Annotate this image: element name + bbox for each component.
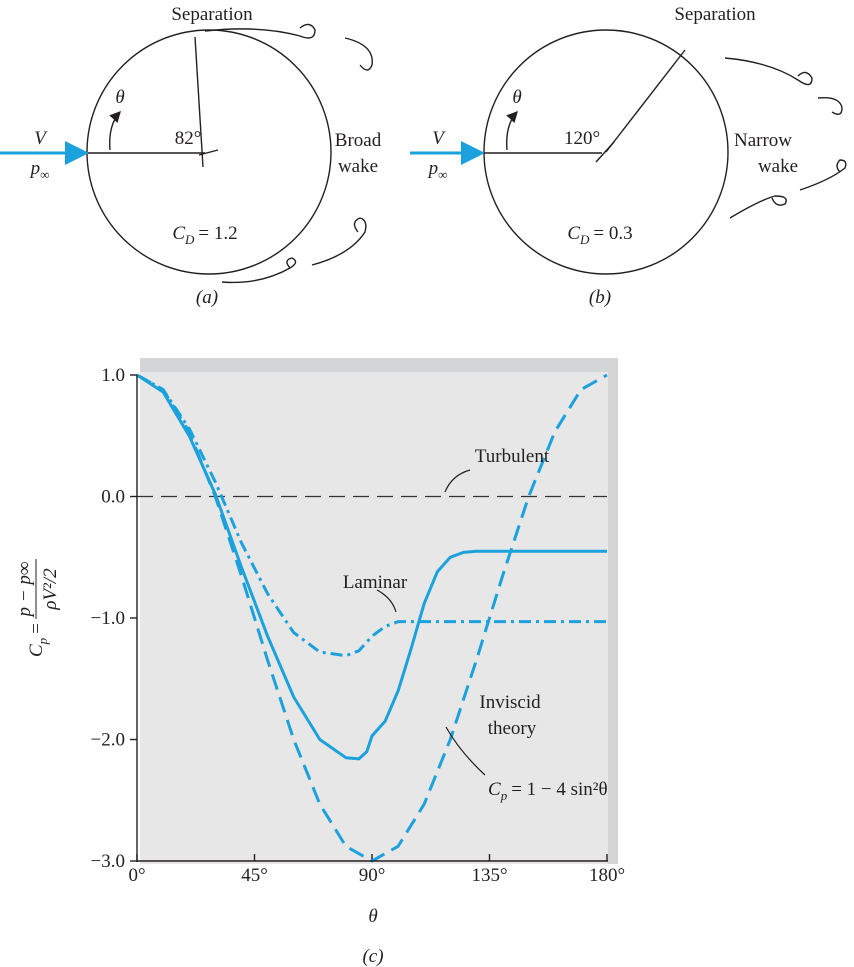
theta-label: θ [512, 87, 521, 108]
caption: (b) [589, 287, 611, 308]
x-tick-label: 90° [359, 865, 386, 886]
diagram-b [410, 29, 847, 275]
separation-line [194, 36, 204, 168]
plot-area [140, 372, 608, 864]
wake-label: wake [758, 156, 798, 177]
x-tick-label: 45° [241, 865, 268, 886]
angle-label: 120° [564, 128, 600, 149]
series-label: theory [488, 718, 537, 739]
subscript: ∞ [438, 167, 447, 182]
wake-curve [729, 195, 787, 219]
formula: Cp = 1 − 4 sin²θ [488, 779, 608, 803]
drag-label: CD = 1.2 [172, 223, 237, 247]
pressure-label: p∞ [29, 158, 50, 182]
ylabel-denominator: ρV²/2 [40, 568, 61, 611]
series-label: Laminar [343, 572, 408, 593]
x-tick-label: 0° [128, 865, 145, 886]
value: = 1.2 [198, 223, 237, 244]
wake-curve [344, 37, 373, 71]
y-tick-label: 1.0 [101, 365, 125, 386]
separation-label: Separation [674, 4, 756, 25]
wake-curve [311, 217, 367, 266]
separation-label: Separation [171, 4, 253, 25]
x-axis-label: θ [368, 906, 377, 927]
series-label: Inviscid [479, 692, 541, 713]
y-tick-label: −1.0 [91, 608, 125, 629]
y-axis-label: Cp = p − p∞ ρV²/2 [14, 559, 61, 657]
series-line [136, 373, 607, 761]
subscript: D [184, 232, 195, 247]
leader-line [445, 726, 486, 776]
wake-curve [221, 257, 297, 284]
wake-curve [799, 159, 847, 191]
symbol: p [427, 158, 439, 179]
wake-label: Narrow [734, 130, 792, 151]
theta-arrow [109, 110, 121, 151]
leader-line [376, 589, 397, 613]
formula-rest: = 1 − 4 sin²θ [511, 779, 607, 800]
theta-arrow [506, 110, 518, 151]
velocity-label: V [34, 128, 48, 149]
ylabel-numerator: p − p∞ [14, 562, 35, 619]
wake-label: Broad [335, 130, 382, 151]
x-tick-label: 135° [471, 865, 507, 886]
ylabel-lhs: Cp = [26, 623, 50, 657]
drag-label: CD = 0.3 [567, 223, 632, 247]
subscript: ∞ [40, 167, 49, 182]
value: = 0.3 [593, 223, 632, 244]
symbol: C [567, 223, 580, 244]
wake-curve [724, 57, 813, 86]
diagram-a [0, 23, 373, 284]
symbol: C [172, 223, 185, 244]
velocity-label: V [432, 128, 446, 149]
symbol: C [488, 779, 501, 800]
series-label: Turbulent [475, 446, 550, 467]
y-tick-label: −3.0 [91, 851, 125, 872]
center-mark [595, 141, 615, 163]
wake-label: wake [338, 156, 378, 177]
wake-curve [817, 97, 843, 115]
equals: = [26, 623, 47, 634]
y-tick-label: −2.0 [91, 730, 125, 751]
wake-curve [204, 23, 316, 39]
subscript: p [500, 788, 508, 803]
caption: (c) [362, 946, 383, 967]
leader-line [444, 469, 471, 493]
caption: (a) [196, 287, 218, 308]
series-line [136, 373, 607, 658]
center-mark [198, 149, 219, 156]
x-tick-label: 180° [589, 865, 625, 886]
subscript: D [579, 232, 590, 247]
pressure-label: p∞ [427, 158, 448, 182]
y-tick-label: 0.0 [101, 487, 125, 508]
symbol: p [29, 158, 41, 179]
symbol: C [26, 644, 47, 657]
separation-line [605, 49, 686, 153]
theta-label: θ [115, 87, 124, 108]
angle-label: 82° [175, 128, 202, 149]
subscript: p [35, 637, 50, 645]
